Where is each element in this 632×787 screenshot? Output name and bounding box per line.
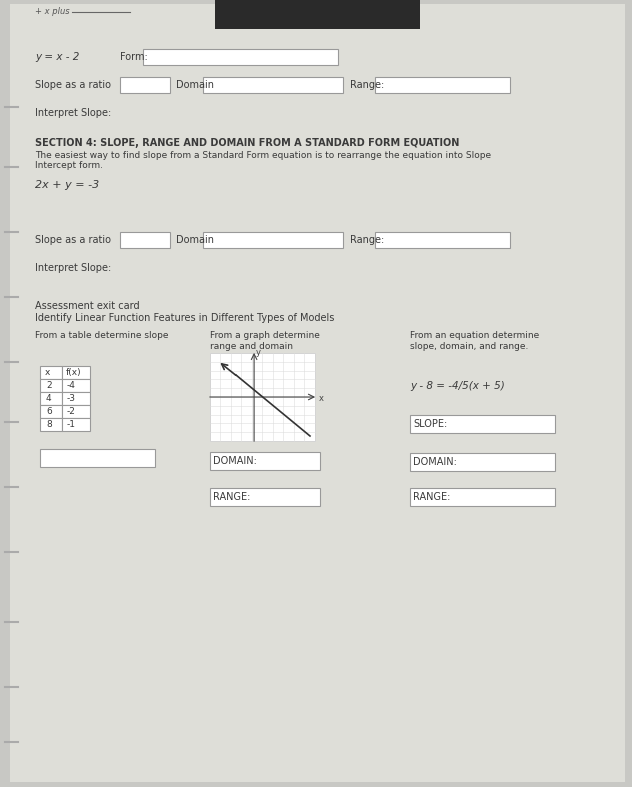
Text: 4: 4	[46, 394, 52, 403]
Text: Assessment exit card: Assessment exit card	[35, 301, 140, 311]
Text: Form:: Form:	[120, 52, 148, 62]
Text: From an equation determine: From an equation determine	[410, 331, 539, 340]
Text: Slope as a ratio: Slope as a ratio	[35, 235, 111, 245]
Text: Domain: Domain	[176, 80, 214, 90]
Bar	[62, 392, 90, 405]
Text: 6: 6	[46, 407, 52, 416]
Bar	[375, 232, 510, 248]
Text: 8: 8	[46, 420, 52, 429]
Text: The easiest way to find slope from a Standard Form equation is to rearrange the : The easiest way to find slope from a Sta…	[35, 151, 491, 160]
Bar	[40, 418, 62, 431]
Text: -3: -3	[67, 394, 76, 403]
Text: Domain: Domain	[176, 235, 214, 245]
Text: x: x	[45, 368, 51, 377]
Text: Identify Linear Function Features in Different Types of Models: Identify Linear Function Features in Dif…	[35, 313, 334, 323]
Text: range and domain: range and domain	[210, 342, 293, 351]
Bar	[143, 49, 338, 65]
Bar	[62, 405, 90, 418]
Bar	[410, 453, 555, 471]
Text: x: x	[319, 394, 324, 403]
Text: From a table determine slope: From a table determine slope	[35, 331, 169, 340]
Text: DOMAIN:: DOMAIN:	[213, 456, 257, 466]
Bar	[375, 77, 510, 93]
Text: -4: -4	[67, 381, 76, 390]
Text: -2: -2	[67, 407, 76, 416]
Text: y: y	[256, 348, 261, 357]
Text: f(x): f(x)	[66, 368, 82, 377]
Text: Interpret Slope:: Interpret Slope:	[35, 108, 111, 118]
Text: 2: 2	[46, 381, 52, 390]
Text: y = x - 2: y = x - 2	[35, 52, 80, 62]
Text: Intercept form.: Intercept form.	[35, 161, 103, 170]
Bar	[62, 379, 90, 392]
Bar	[40, 392, 62, 405]
Text: RANGE:: RANGE:	[213, 492, 250, 502]
Text: From a graph determine: From a graph determine	[210, 331, 320, 340]
Text: DOMAIN:: DOMAIN:	[413, 457, 457, 467]
Bar	[210, 452, 320, 470]
Text: 2x + y = -3: 2x + y = -3	[35, 180, 99, 190]
Text: Range:: Range:	[350, 80, 384, 90]
Bar	[410, 488, 555, 506]
Text: RANGE:: RANGE:	[413, 492, 451, 502]
Bar	[210, 353, 315, 441]
Bar	[40, 449, 155, 467]
Bar	[215, 0, 420, 29]
Bar	[203, 232, 343, 248]
Bar	[62, 366, 90, 379]
Bar	[210, 488, 320, 506]
Text: Interpret Slope:: Interpret Slope:	[35, 263, 111, 273]
Bar	[203, 77, 343, 93]
Text: Range:: Range:	[350, 235, 384, 245]
Bar	[410, 415, 555, 433]
Text: -1: -1	[67, 420, 76, 429]
Bar	[120, 77, 170, 93]
Bar	[120, 232, 170, 248]
Text: Slope as a ratio: Slope as a ratio	[35, 80, 111, 90]
Text: + x plus: + x plus	[35, 7, 70, 16]
Bar	[40, 405, 62, 418]
Text: SECTION 4: SLOPE, RANGE AND DOMAIN FROM A STANDARD FORM EQUATION: SECTION 4: SLOPE, RANGE AND DOMAIN FROM …	[35, 138, 459, 148]
Bar	[40, 379, 62, 392]
Text: slope, domain, and range.: slope, domain, and range.	[410, 342, 528, 351]
Bar	[40, 366, 62, 379]
Text: y - 8 = -4/5(x + 5): y - 8 = -4/5(x + 5)	[410, 381, 505, 391]
Text: SLOPE:: SLOPE:	[413, 419, 447, 429]
Bar	[62, 418, 90, 431]
